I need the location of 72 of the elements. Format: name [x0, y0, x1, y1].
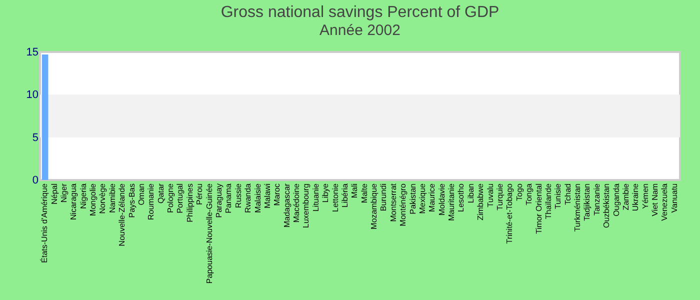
x-tick-label: Norvège [98, 182, 108, 214]
x-tick-label: Rwanda [244, 182, 253, 213]
x-tick-label: Pologne [166, 182, 176, 213]
x-tick-label: Tunisie [554, 182, 563, 209]
x-tick-label: Nouvelle-Zélande [118, 182, 127, 246]
x-tick-label: Maurice [428, 182, 437, 212]
x-tick-label: Trinité-et-Tobago [505, 182, 514, 244]
x-tick-label: Malawi [262, 183, 272, 208]
x-tick-label: Vanuatu [670, 184, 679, 213]
x-tick-label: Pakistan [408, 184, 418, 214]
x-tick-label: Mali [350, 183, 360, 198]
x-tick-label: Nigeria [78, 182, 88, 209]
x-tick-label: Zambie [621, 182, 630, 210]
x-tick-label: Tanzanie [592, 182, 602, 216]
x-tick-label: Monténégro [398, 182, 408, 226]
x-tick-label: Turkménistan [573, 184, 582, 232]
x-tick-label: Viet Nam [650, 183, 660, 216]
x-tick-label: Yémen [640, 184, 650, 209]
x-tick-label: Libéria [340, 182, 350, 208]
x-tick-label: Népal [50, 183, 59, 204]
x-tick-label: Malte [360, 182, 369, 204]
x-tick-label: Ouzbékistan [602, 184, 612, 228]
x-tick-label: Madagascar [282, 183, 292, 228]
x-tick-label: Pérou [195, 184, 204, 205]
x-tick-label: Montserrat [388, 182, 398, 222]
x-tick-label: Lettonie [330, 182, 340, 212]
x-tick-label: Thaïlande [544, 182, 553, 220]
x-tick-label: Namibie [108, 182, 117, 213]
chart-subtitle: Année 2002 [320, 22, 400, 39]
x-tick-label: Lesotho [456, 182, 466, 212]
x-tick-label: États-Unis d'Amérique [40, 182, 50, 263]
x-tick-label: Russie [234, 182, 243, 208]
x-tick-label: Moldavie [437, 182, 446, 216]
x-tick-label: Oman [136, 184, 146, 206]
x-tick-label: Tchad [563, 184, 572, 205]
x-tick-label: Tuvalu [486, 184, 495, 208]
x-tick-label: Turquie [496, 182, 504, 210]
x-tick-label: Mozambique [370, 182, 379, 230]
x-tick-label: Lituanie [311, 182, 320, 212]
x-tick-label: Philippines [185, 184, 194, 222]
x-tick-label: Venezuela [660, 182, 670, 221]
x-tick-label: Roumanie [146, 182, 156, 220]
x-tick-label: Malaisie [253, 182, 262, 213]
y-tick-label: 15 [26, 46, 38, 58]
x-tick-label: Papouasie-Nouvelle-Guinée [204, 182, 214, 284]
x-tick-label: Zimbabwe [476, 182, 486, 220]
y-tick-label: 10 [26, 89, 38, 102]
x-tick-label: Liban [466, 184, 476, 204]
chart-title: Gross national savings Percent of GDP [220, 4, 500, 21]
x-tick-label: Macédoine [292, 182, 302, 223]
x-tick-label: Portugal [176, 183, 185, 214]
x-tick-label: Togo [514, 182, 524, 201]
x-tick-label: Tadjikistan [582, 184, 592, 221]
x-tick-label: Mauritanie [447, 182, 456, 221]
x-tick-label: Qatar [156, 183, 166, 204]
x-tick-label: Tonga [524, 182, 534, 206]
x-tick-label: Ukraine [631, 182, 640, 212]
x-tick-label: Nicaragua [69, 182, 78, 220]
x-tick-label: Ouganda [612, 182, 621, 216]
x-tick-label: Mexique [418, 182, 427, 214]
x-tick-label: Luxembourg [302, 184, 311, 228]
x-tick-label: Niger [59, 183, 68, 203]
x-tick-label: Panama [224, 182, 234, 214]
x-tick-label: Mongolie [88, 182, 98, 216]
x-tick-label: Timor Oriental [534, 183, 544, 234]
x-tick-label: Burundi [379, 183, 388, 212]
x-tick-label: Maroc [272, 184, 282, 206]
x-tick-label: Pays-Bas [127, 184, 136, 218]
y-tick-label: 0 [32, 174, 38, 186]
x-tick-label: Libye [321, 182, 330, 203]
y-tick-label: 5 [32, 132, 38, 144]
x-tick-label: Paraguay [214, 184, 224, 218]
